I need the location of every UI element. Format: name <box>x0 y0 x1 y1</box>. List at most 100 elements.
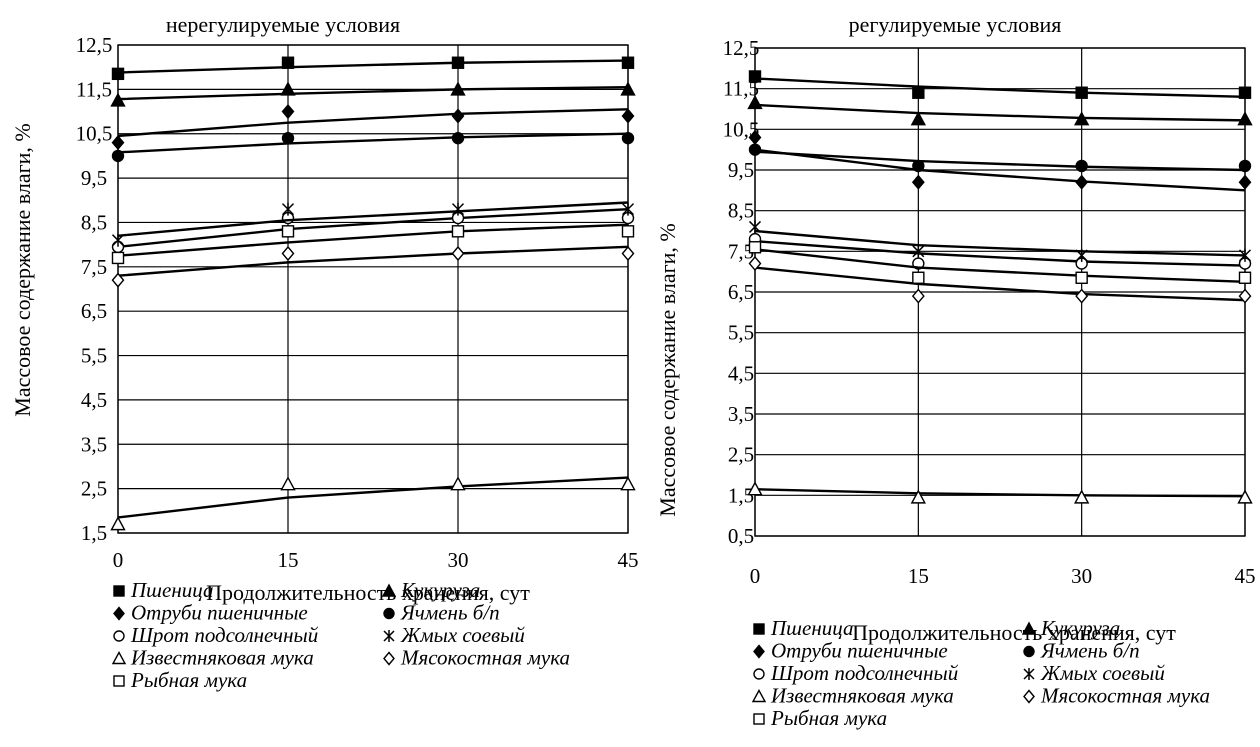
x-tick-label: 15 <box>278 548 299 572</box>
legend-marker <box>1023 645 1035 658</box>
data-point <box>910 111 927 126</box>
series-trend-line <box>754 248 1246 284</box>
y-tick-label: 4,5 <box>81 388 107 412</box>
data-point <box>1075 86 1088 99</box>
series-trend-line <box>117 207 629 249</box>
series-trend-line <box>117 85 629 101</box>
y-tick-label: 12,5 <box>76 33 113 57</box>
x-tick-label: 45 <box>618 548 639 572</box>
series <box>748 255 1252 304</box>
series <box>748 220 1252 262</box>
legend-item: Мясокостная мука <box>1023 684 1210 708</box>
legend-marker <box>753 668 765 680</box>
data-point <box>748 255 762 272</box>
data-point <box>748 241 762 254</box>
data-point <box>1238 271 1252 284</box>
data-point <box>747 94 763 110</box>
series <box>747 481 1253 504</box>
y-tick-label: 5,5 <box>728 321 754 345</box>
legend-item: Отруби пшеничные <box>113 601 308 625</box>
legend-label: Мясокостная мука <box>400 646 570 670</box>
series <box>111 131 635 163</box>
legend-label: Пшеница <box>770 616 854 640</box>
legend-marker <box>113 585 125 597</box>
chart-right-panel: регулируемые условия Массовое содержание… <box>655 12 1256 730</box>
data-point <box>620 81 636 96</box>
legend-marker <box>111 651 127 665</box>
x-tick-label: 30 <box>1071 564 1092 588</box>
series-trend-line <box>117 59 629 74</box>
legend-marker <box>383 607 395 620</box>
y-tick-label: 8,5 <box>81 210 107 234</box>
legend-item: Отруби пшеничные <box>753 639 948 663</box>
data-point <box>912 271 925 284</box>
data-point <box>910 489 927 504</box>
chart-left-panel: нерегулируемые условия Массовое содержан… <box>10 12 639 692</box>
data-point <box>747 481 763 496</box>
legend-label: Известняковая мука <box>130 646 314 670</box>
data-point <box>111 135 125 151</box>
legend-marker <box>383 630 395 642</box>
legend-item: Ячмень б/п <box>1023 639 1140 663</box>
data-point <box>1073 111 1090 126</box>
y-tick-label: 2,5 <box>728 443 754 467</box>
data-point <box>621 108 635 124</box>
legend-item: Рыбная мука <box>753 706 887 730</box>
y-tick-label: 11,5 <box>76 77 112 101</box>
legend-item: Пшеница <box>753 616 854 640</box>
legend-marker <box>753 623 765 635</box>
y-tick-label: 6,5 <box>728 280 754 304</box>
data-point <box>1238 174 1252 190</box>
legend-label: Рыбная мука <box>130 668 247 692</box>
legend-item: Пшеница <box>113 578 214 602</box>
legend-item: Известняковая мука <box>111 646 314 670</box>
series-trend-line <box>754 148 1246 192</box>
legend-label: Шрот подсолнечный <box>130 623 319 647</box>
legend-marker <box>751 689 767 703</box>
series-trend-line <box>754 150 1246 172</box>
series <box>111 56 635 81</box>
x-tick-label: 15 <box>908 564 929 588</box>
legend-label: Отруби пшеничные <box>771 639 948 663</box>
series <box>748 143 1252 173</box>
x-axis-label: Продолжительность хранения, сут <box>852 620 1176 645</box>
x-tick-label: 0 <box>750 564 761 588</box>
series-trend-line <box>117 108 629 138</box>
data-point <box>280 476 296 491</box>
data-point <box>911 288 925 304</box>
y-tick-label: 0,5 <box>728 524 754 548</box>
legend-marker <box>113 606 125 621</box>
series <box>747 94 1253 126</box>
y-tick-label: 2,5 <box>81 477 107 501</box>
data-point <box>1238 288 1252 304</box>
data-point <box>1075 159 1088 173</box>
y-axis-label: Массовое содержание влаги, % <box>10 123 35 416</box>
series <box>748 241 1252 284</box>
legend-marker <box>381 583 397 597</box>
legend-item: Жмых соевый <box>1023 661 1165 685</box>
legend-marker <box>113 675 125 687</box>
data-point <box>451 225 465 238</box>
y-tick-label: 1,5 <box>81 521 107 545</box>
x-tick-label: 30 <box>448 548 469 572</box>
y-tick-label: 3,5 <box>728 402 754 426</box>
legend-item: Кукуруза <box>1021 616 1120 640</box>
legend-marker <box>1021 621 1037 635</box>
legend-label: Жмых соевый <box>400 623 525 647</box>
chart-title: регулируемые условия <box>849 12 1062 37</box>
data-point <box>621 245 635 262</box>
series <box>111 245 635 288</box>
data-point <box>451 245 465 262</box>
series-trend-line <box>754 488 1246 498</box>
series <box>111 223 635 265</box>
series-trend-line <box>754 239 1246 267</box>
data-point <box>281 131 295 145</box>
y-tick-label: 7,5 <box>81 255 107 279</box>
data-point <box>621 202 635 216</box>
legend-label: Рыбная мука <box>770 706 887 730</box>
legend-label: Ячмень б/п <box>400 601 500 625</box>
data-point <box>281 103 295 120</box>
legend-item: Мясокостная мука <box>383 646 570 670</box>
legend-item: Кукуруза <box>381 578 480 602</box>
